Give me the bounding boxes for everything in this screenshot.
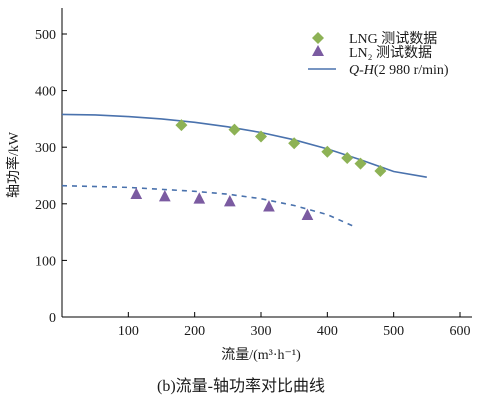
ln2-data-point bbox=[223, 195, 236, 207]
legend-marker-ln2 bbox=[312, 45, 324, 56]
y-ticks: 0 100 200 300 400 500 bbox=[35, 28, 67, 326]
plot-area: 0 100 200 300 400 500 100 200 300 400 500 600 bbox=[35, 8, 472, 339]
y-tick-label: 200 bbox=[35, 198, 56, 213]
legend: LNG 测试数据 LN₂ 测试数据 Q-H(2 980 r/min) bbox=[308, 31, 449, 78]
ln2-data-point bbox=[158, 189, 171, 202]
ln2-data-point bbox=[193, 192, 206, 204]
y-axis-label: 轴功率/kW bbox=[5, 131, 22, 198]
x-tick-label: 100 bbox=[118, 324, 139, 339]
figure-caption: (b)流量-轴功率对比曲线 bbox=[157, 377, 325, 395]
lng-data-point bbox=[354, 157, 367, 170]
lng-data-point bbox=[175, 119, 188, 132]
series-line-dashed bbox=[61, 184, 355, 228]
legend-label-qh: Q-H(2 980 r/min) bbox=[349, 63, 449, 78]
legend-label-lng: LNG 测试数据 bbox=[349, 31, 437, 47]
y-tick-label: 0 bbox=[49, 311, 56, 326]
series-layer bbox=[61, 113, 427, 228]
series-line-qh bbox=[61, 113, 427, 178]
lng-data-point bbox=[321, 145, 334, 158]
x-ticks: 100 200 300 400 500 600 bbox=[118, 312, 471, 339]
legend-marker-lng bbox=[312, 32, 324, 44]
x-tick-label: 200 bbox=[184, 324, 205, 339]
x-tick-label: 300 bbox=[251, 324, 272, 339]
x-tick-label: 500 bbox=[383, 324, 404, 339]
lng-data-point bbox=[228, 123, 241, 136]
ln2-data-point bbox=[130, 187, 143, 200]
lng-data-point bbox=[374, 164, 387, 177]
x-tick-label: 600 bbox=[450, 324, 471, 339]
x-tick-label: 400 bbox=[317, 324, 338, 339]
ln2-data-point bbox=[301, 208, 314, 220]
lng-data-point bbox=[341, 151, 354, 164]
lng-data-point bbox=[288, 137, 301, 150]
ln2-data-point bbox=[263, 200, 275, 212]
y-tick-label: 400 bbox=[35, 85, 56, 100]
y-tick-label: 500 bbox=[35, 28, 56, 43]
legend-label-ln2: LN₂ 测试数据 bbox=[349, 45, 432, 61]
x-axis-label: 流量/(m³·h⁻¹) bbox=[221, 347, 301, 363]
y-tick-label: 300 bbox=[35, 141, 56, 156]
lng-data-point bbox=[255, 130, 267, 143]
y-tick-label: 100 bbox=[35, 254, 56, 269]
